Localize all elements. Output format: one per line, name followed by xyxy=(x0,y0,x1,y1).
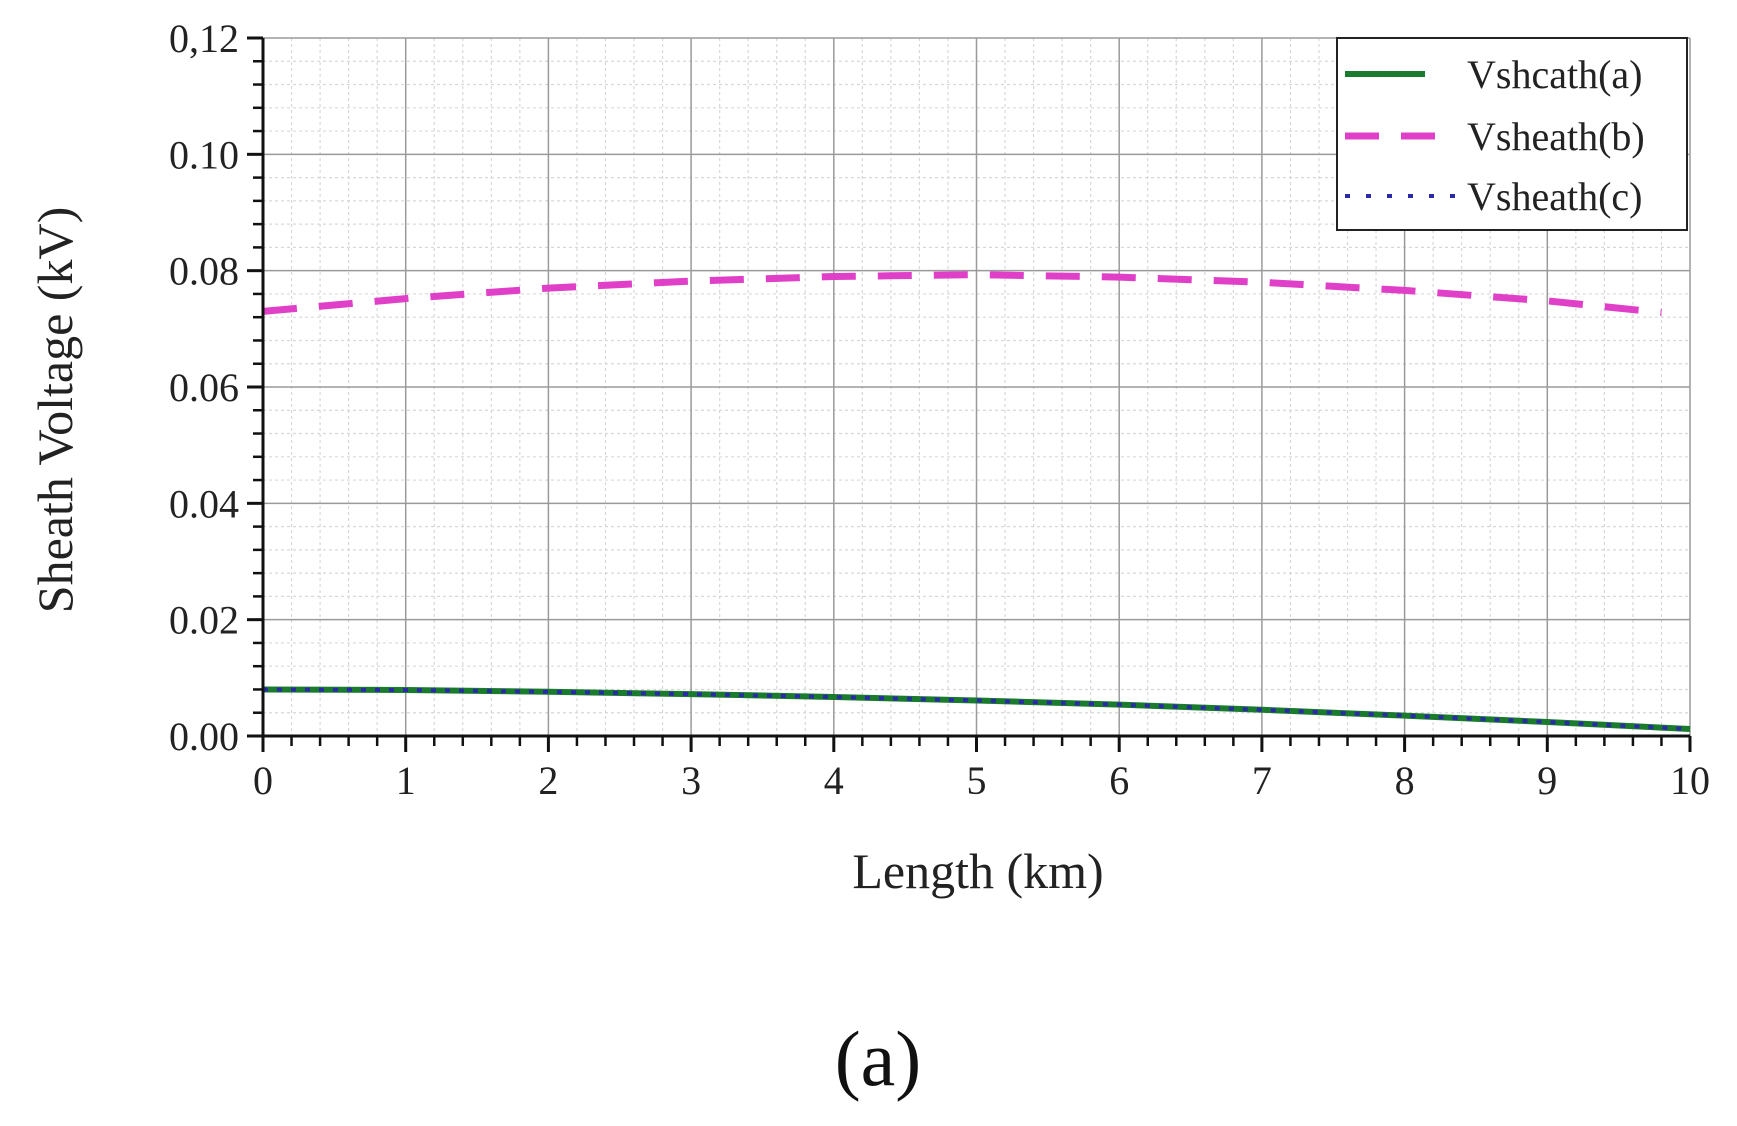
x-tick-label: 9 xyxy=(1537,758,1557,803)
x-tick-label: 10 xyxy=(1670,758,1710,803)
legend-box xyxy=(1336,37,1688,231)
legend-label-b: Vsheath(b) xyxy=(1467,114,1645,159)
y-tick-label: 0.10 xyxy=(169,132,239,177)
panel-label: (a) xyxy=(835,1015,922,1102)
series-lines xyxy=(262,271,1691,732)
series-line-1 xyxy=(262,271,1662,316)
y-axis-title: Sheath Voltage (kV) xyxy=(27,207,83,613)
legend-label-a: Vshcath(a) xyxy=(1467,52,1642,97)
x-tick-label: 0 xyxy=(253,758,273,803)
x-tick-label: 6 xyxy=(1109,758,1129,803)
x-tick-label: 1 xyxy=(396,758,416,803)
x-axis-title: Length (km) xyxy=(852,843,1103,899)
legend-label-c: Vsheath(c) xyxy=(1467,174,1642,219)
series-line-0 xyxy=(262,686,1691,732)
x-tick-label: 5 xyxy=(967,758,987,803)
x-tick-label: 2 xyxy=(538,758,558,803)
x-tick-label: 7 xyxy=(1252,758,1272,803)
x-tick-label: 8 xyxy=(1395,758,1415,803)
y-tick-label: 0.00 xyxy=(169,714,239,759)
y-tick-label: 0,12 xyxy=(169,16,239,61)
x-tick-label: 4 xyxy=(824,758,844,803)
axes xyxy=(247,36,1692,752)
x-tick-label: 3 xyxy=(681,758,701,803)
y-tick-label: 0.08 xyxy=(169,249,239,294)
y-tick-label: 0.04 xyxy=(169,481,239,526)
tick-labels: 0 1 2 3 4 5 6 7 8 9 10 0.00 0.02 0.04 0.06 0.08 0.10 0,12 xyxy=(169,16,1710,803)
y-tick-label: 0.06 xyxy=(169,365,239,410)
y-tick-label: 0.02 xyxy=(169,598,239,643)
legend: Vshcath(a) Vsheath(b) Vsheath(c) xyxy=(1336,37,1688,231)
